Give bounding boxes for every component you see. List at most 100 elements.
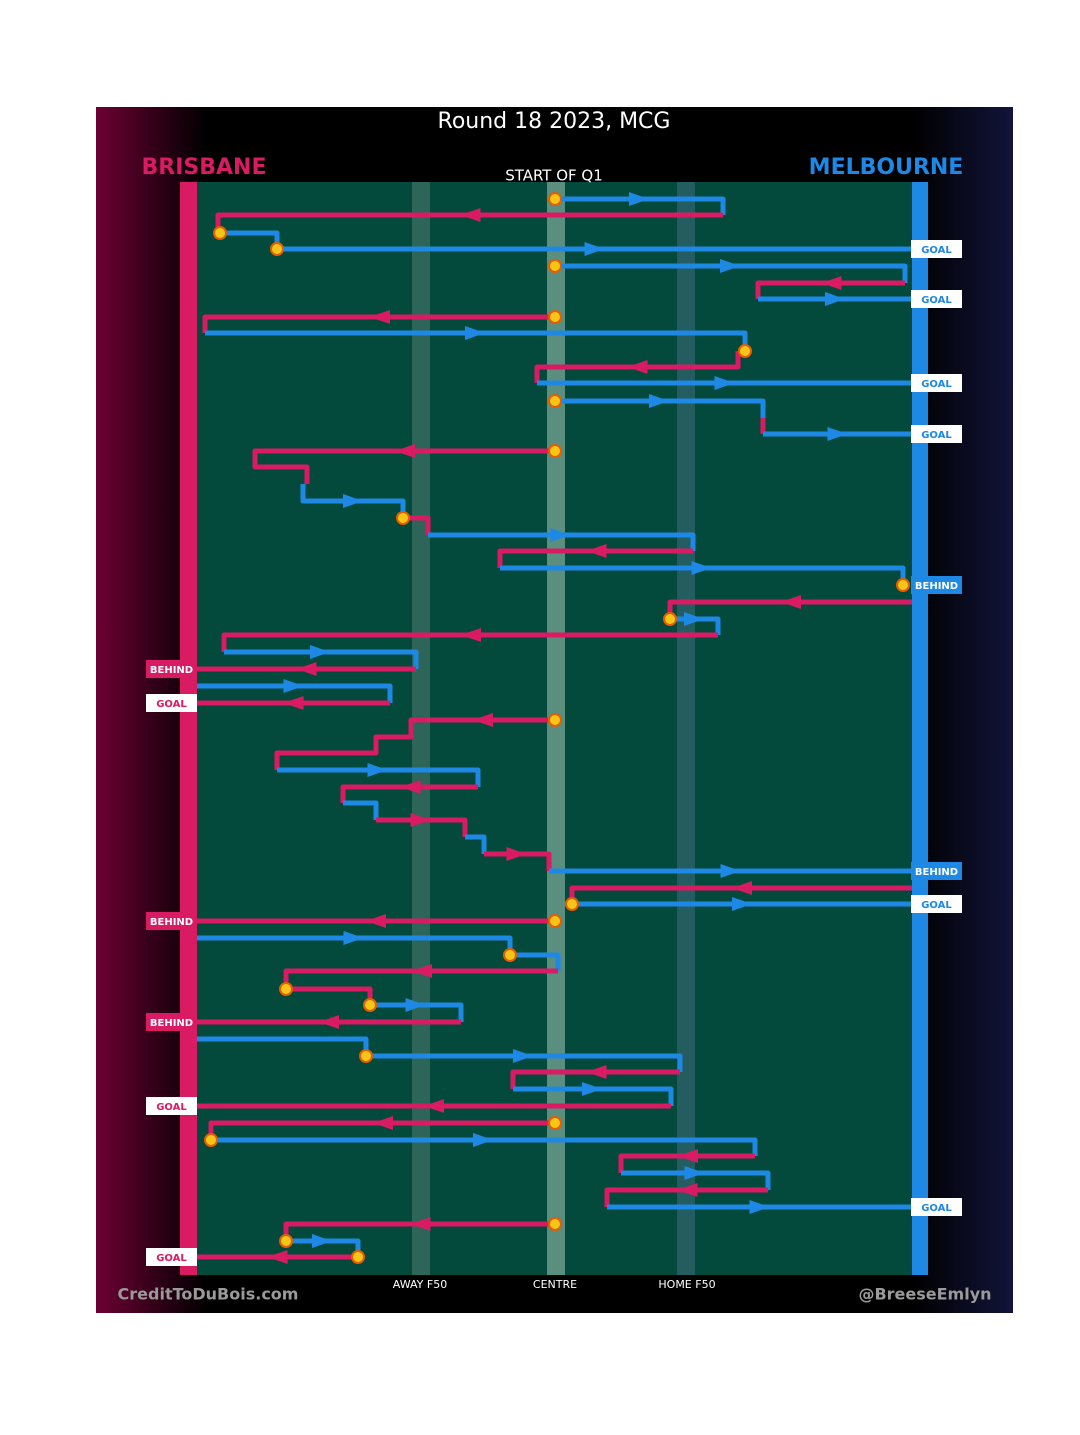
score-box	[146, 1248, 197, 1266]
possession-start	[548, 394, 562, 408]
chain-segment	[277, 767, 481, 787]
arrow	[691, 561, 712, 575]
chain-segment	[497, 548, 693, 568]
arrow	[267, 1250, 288, 1264]
chain-segment	[621, 1170, 771, 1190]
arrow	[410, 813, 431, 827]
possession-start	[548, 310, 562, 324]
arrow	[405, 998, 426, 1012]
score-label: GOAL	[921, 1203, 952, 1214]
arrow	[732, 897, 752, 911]
arrow	[473, 1133, 493, 1147]
chain-segment	[618, 1153, 755, 1173]
score-box	[911, 240, 962, 258]
arrow	[343, 494, 363, 508]
arrow	[732, 881, 752, 895]
arrow	[366, 914, 386, 928]
arrow	[550, 528, 571, 542]
score-box	[146, 1097, 197, 1115]
chain-segment	[465, 834, 487, 854]
chain-segment	[197, 683, 393, 703]
arrow	[343, 931, 364, 945]
chain-segment	[428, 532, 696, 551]
arrow	[319, 1015, 339, 1029]
arrow	[677, 1183, 698, 1197]
chain-segment	[513, 1086, 674, 1106]
chains	[197, 192, 912, 1264]
arrow	[720, 259, 740, 273]
arrow	[506, 847, 527, 861]
arrow	[370, 310, 390, 324]
melbourne-bar	[912, 182, 928, 1275]
possession-start	[565, 897, 579, 911]
score-box	[911, 576, 962, 594]
brisbane-bar	[180, 182, 197, 1275]
arrow	[749, 1200, 770, 1214]
chain-segment	[343, 800, 379, 820]
arrow	[465, 326, 485, 340]
score-label: BEHIND	[150, 665, 193, 676]
arrow	[678, 1149, 698, 1163]
score-label: BEHIND	[915, 581, 958, 592]
possession-start	[548, 259, 562, 273]
arrow	[400, 780, 421, 794]
arrow	[827, 427, 848, 441]
score-box	[146, 694, 197, 712]
arrow	[684, 1166, 705, 1180]
chain-segment	[403, 515, 431, 535]
possession-start	[359, 1049, 373, 1063]
arrow	[412, 964, 432, 978]
arrow	[424, 1099, 444, 1113]
possession-start	[738, 344, 752, 358]
chain-segment	[202, 314, 555, 333]
arrow	[684, 612, 704, 626]
score-label: BEHIND	[150, 917, 193, 928]
possession-start	[663, 612, 677, 626]
arrow	[395, 444, 415, 458]
chain-segment	[510, 1069, 680, 1089]
chain-segment	[555, 196, 726, 215]
chain-segment	[224, 649, 419, 669]
possession-start	[213, 226, 227, 240]
credit-left: CreditToDuBois.com	[118, 1285, 299, 1304]
home-f50-line	[677, 182, 695, 1275]
possession-start	[896, 578, 910, 592]
title: Round 18 2023, MCG	[438, 109, 671, 134]
arrow	[296, 662, 317, 676]
score-box	[146, 912, 197, 930]
chain-segment	[555, 263, 908, 283]
centre-line	[547, 182, 565, 1275]
score-label: GOAL	[921, 245, 952, 256]
zone-label: CENTRE	[533, 1278, 577, 1291]
score-box	[911, 374, 962, 392]
possession-start	[363, 998, 377, 1012]
arrow	[513, 1049, 533, 1063]
arrow	[473, 713, 493, 727]
arrow	[629, 192, 649, 206]
chain-segment	[211, 1137, 758, 1156]
arrow	[283, 679, 304, 693]
arrow	[649, 394, 669, 408]
possession-start	[279, 982, 293, 996]
chain-segment	[370, 1002, 464, 1022]
score-box	[911, 1198, 962, 1216]
chain-segment	[755, 280, 905, 299]
score-box	[146, 1013, 197, 1031]
possession-start	[548, 444, 562, 458]
arrow	[310, 645, 330, 659]
chain-segment	[252, 448, 555, 484]
arrow	[584, 242, 605, 256]
possession-start	[548, 1116, 562, 1130]
arrow	[714, 376, 735, 390]
possession-start	[270, 242, 284, 256]
score-box	[911, 862, 962, 880]
score-label: GOAL	[921, 295, 952, 306]
arrow	[283, 696, 304, 710]
score-label: BEHIND	[915, 867, 958, 878]
score-box	[911, 425, 962, 443]
score-label: BEHIND	[150, 1018, 193, 1029]
zone-label: HOME F50	[658, 1278, 715, 1291]
arrow	[586, 544, 607, 558]
